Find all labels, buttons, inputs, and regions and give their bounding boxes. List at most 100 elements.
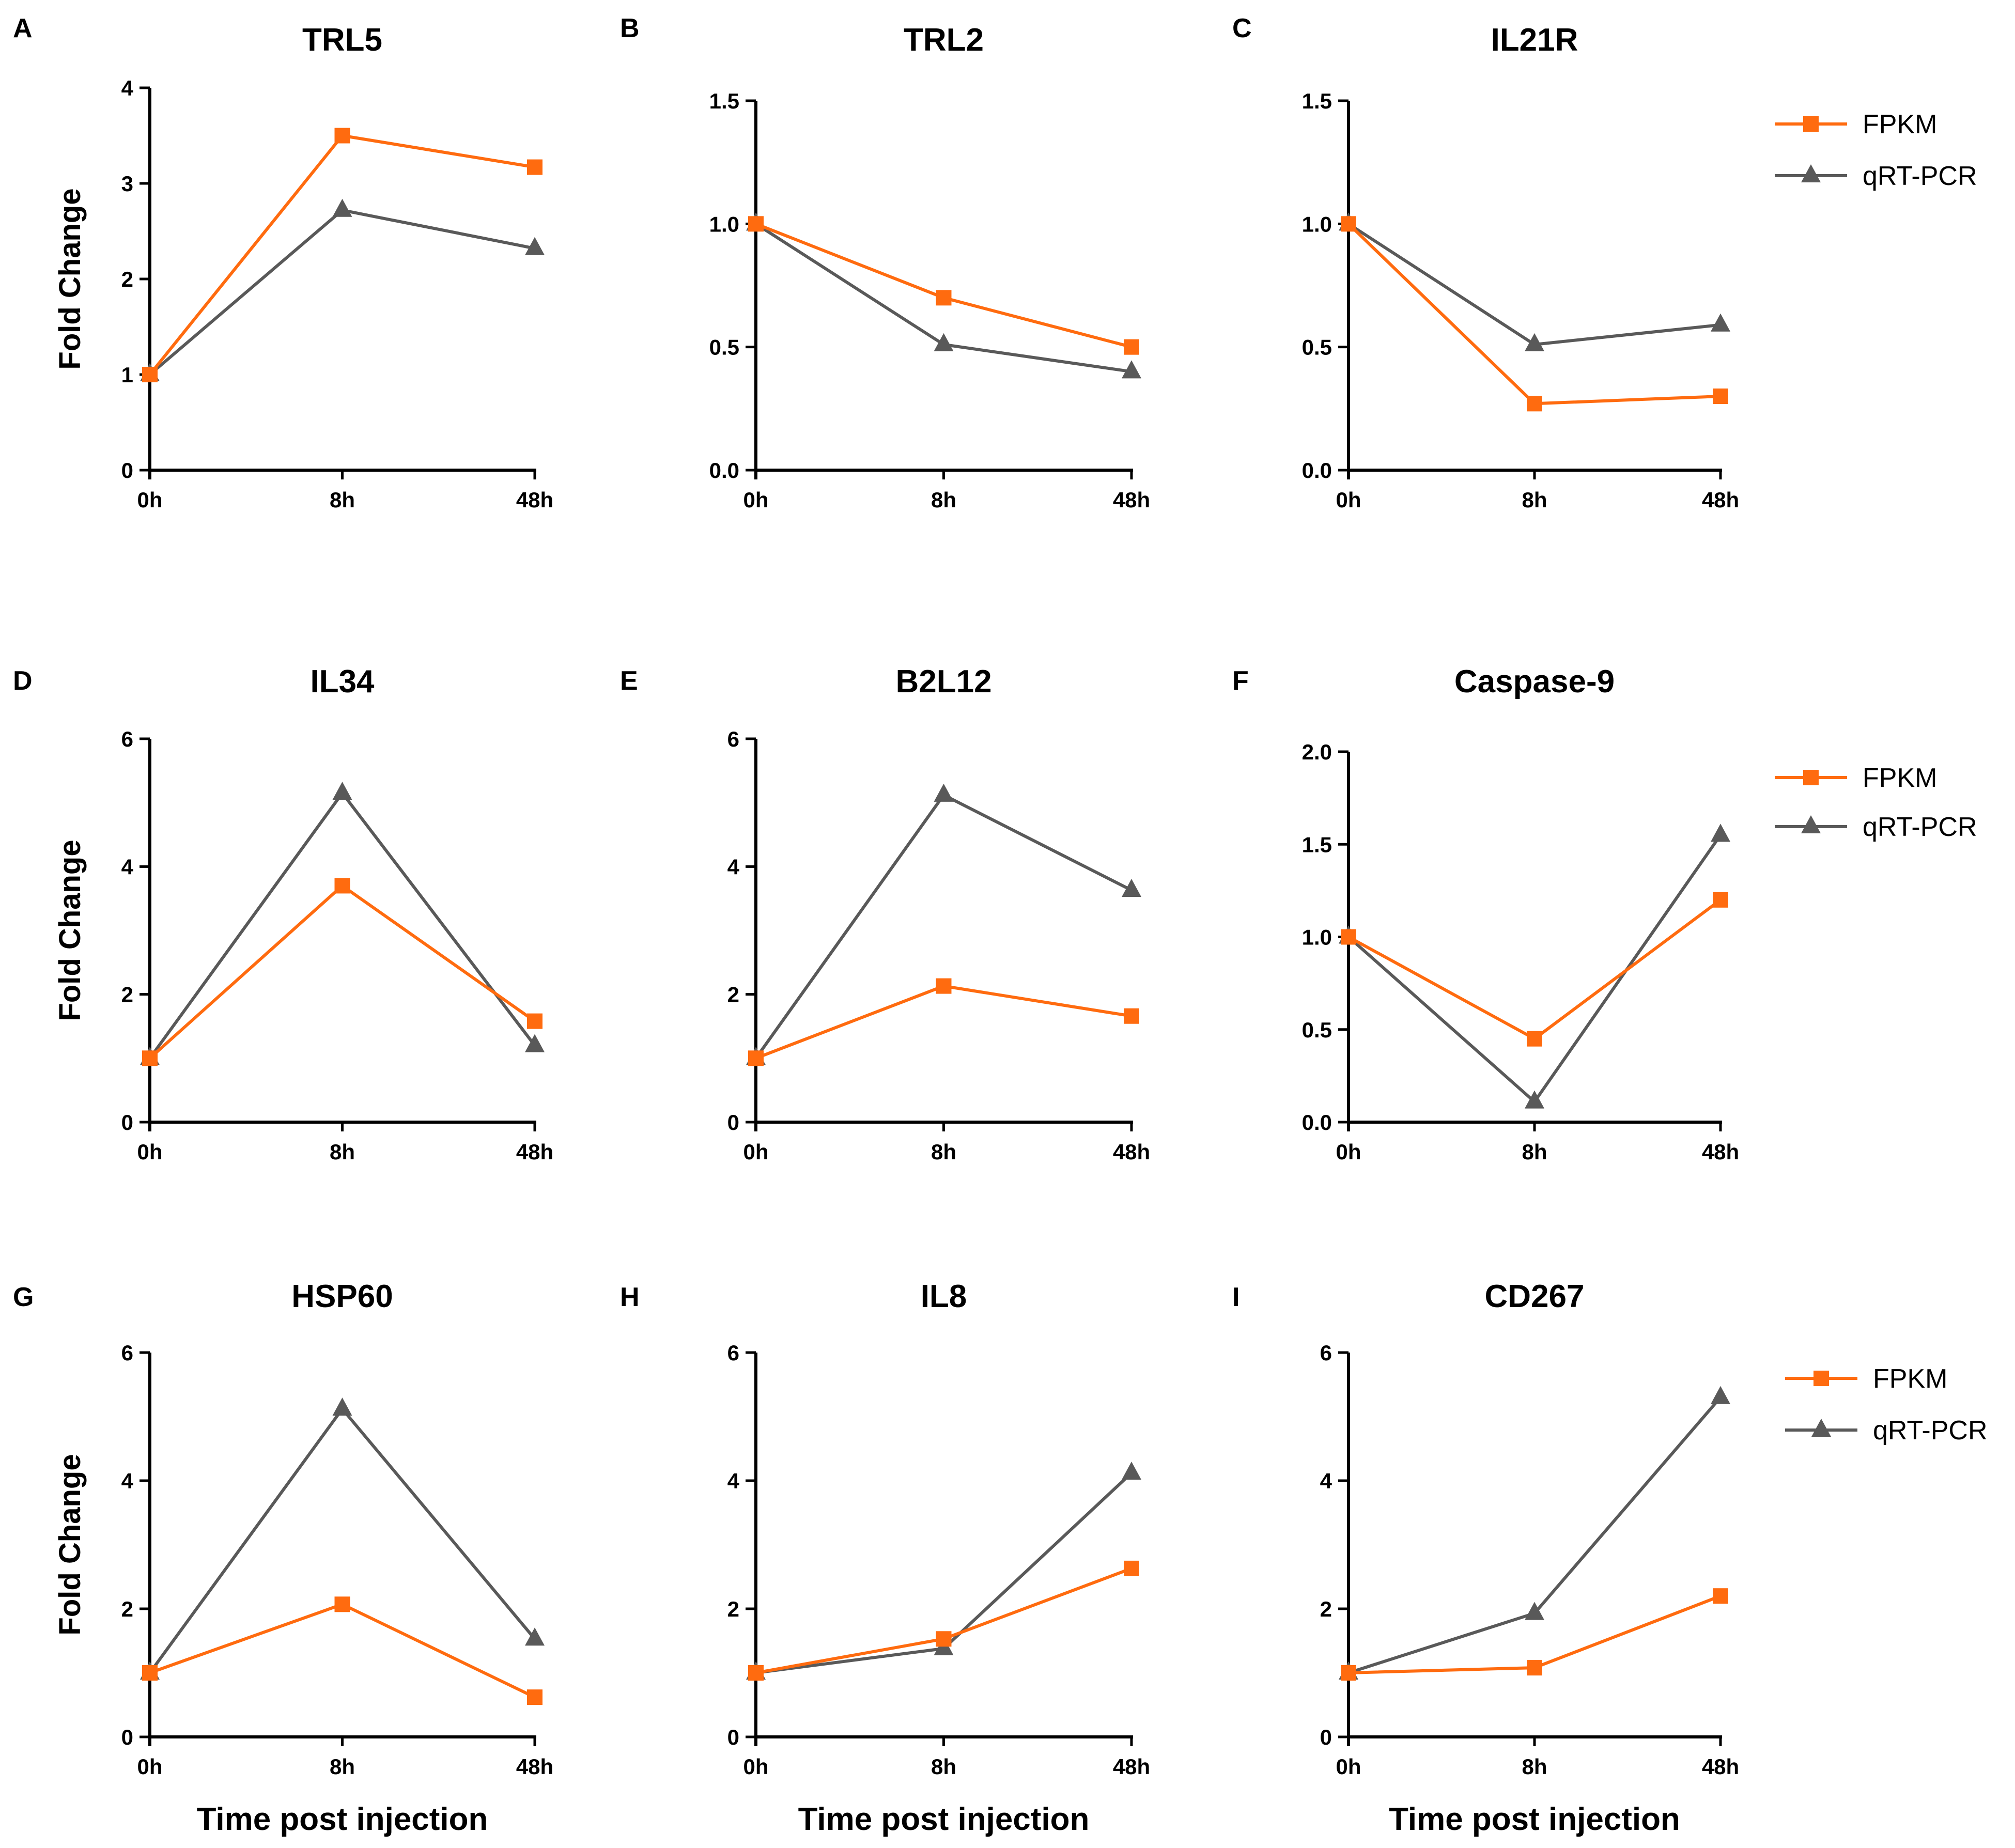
data-point-fpkm — [1713, 389, 1728, 404]
x-tick-label: 48h — [516, 1754, 553, 1779]
data-point-qrt-pcr — [525, 1034, 545, 1052]
panel-g: G HSP60 0 2 4 6 0h 8h 48h Fold Change Time post in… — [13, 1279, 553, 1837]
legend-marker-qrt-pcr — [1811, 1419, 1831, 1437]
panel-letter: G — [13, 1282, 34, 1312]
y-axis-label: Fold Change — [53, 840, 87, 1021]
panel-letter: A — [13, 13, 33, 43]
x-tick-label: 0h — [743, 488, 768, 512]
y-tick-label: 6 — [727, 1341, 739, 1365]
x-axis-label: Time post injection — [197, 1802, 488, 1837]
data-point-qrt-pcr — [1122, 879, 1141, 897]
series-line-fpkm — [148, 134, 535, 376]
y-tick-label: 0 — [121, 1110, 133, 1135]
series-line-fpkm — [755, 222, 1132, 349]
y-tick-label: 1 — [121, 363, 133, 387]
panel-letter: E — [620, 666, 638, 696]
x-tick-label: 0h — [743, 1754, 768, 1779]
data-point-fpkm — [1341, 216, 1356, 232]
data-point-fpkm — [334, 878, 350, 894]
y-tick-label: 0 — [121, 458, 133, 483]
x-tick-label: 8h — [330, 488, 355, 512]
legend-marker-fpkm — [1803, 770, 1819, 785]
data-point-fpkm — [748, 216, 764, 232]
x-tick-label: 48h — [516, 1140, 553, 1164]
panel-letter: F — [1232, 666, 1249, 696]
data-point-fpkm — [748, 1050, 764, 1066]
data-point-fpkm — [936, 290, 952, 306]
x-axis-label: Time post injection — [1389, 1802, 1680, 1837]
panel-f: F Caspase-9 0.0 0.5 1.0 1.5 2.0 0h 8h 48h — [1232, 664, 1739, 1164]
data-point-qrt-pcr — [525, 237, 545, 255]
series-line-fpkm — [149, 1603, 536, 1699]
y-tick-label: 1.0 — [1302, 925, 1332, 950]
legend-label-fpkm: FPKM — [1873, 1364, 1947, 1394]
data-point-qrt-pcr — [1525, 333, 1544, 351]
y-tick-label: 2 — [1320, 1597, 1332, 1621]
y-tick-label: 1.5 — [709, 89, 739, 113]
legend-label-qrt-pcr: qRT-PCR — [1873, 1416, 1988, 1446]
data-point-fpkm — [936, 978, 952, 994]
panel-letter: H — [620, 1282, 640, 1312]
data-point-fpkm — [527, 1013, 542, 1029]
chart-title: HSP60 — [291, 1279, 393, 1314]
data-point-qrt-pcr — [332, 198, 352, 217]
legend-marker-fpkm — [1814, 1371, 1829, 1386]
chart-title: IL8 — [921, 1279, 967, 1314]
y-tick-label: 0 — [727, 1725, 739, 1749]
x-tick-label: 0h — [137, 488, 162, 512]
series-line-fpkm — [755, 984, 1132, 1060]
x-tick-label: 48h — [1702, 1754, 1739, 1779]
x-tick-label: 48h — [1113, 488, 1150, 512]
series-line-fpkm — [1347, 223, 1721, 406]
data-point-qrt-pcr — [1122, 1462, 1141, 1480]
data-point-qrt-pcr — [525, 1627, 545, 1646]
chart-title: B2L12 — [895, 664, 991, 700]
data-point-qrt-pcr — [332, 1397, 352, 1416]
panel-h: H IL8 0 2 4 6 0h 8h 48h Time post injection — [620, 1279, 1150, 1837]
y-tick-label: 6 — [121, 727, 133, 751]
y-tick-label: 0.0 — [1302, 458, 1332, 483]
x-tick-label: 0h — [743, 1140, 768, 1164]
panel-b: B TRL2 0.0 0.5 1.0 1.5 0h 8h 48h — [620, 13, 1150, 512]
legend-marker-qrt-pcr — [1801, 815, 1821, 833]
x-tick-label: 0h — [137, 1754, 162, 1779]
data-point-fpkm — [1713, 892, 1728, 908]
y-tick-label: 0 — [727, 1110, 739, 1135]
data-point-fpkm — [1124, 1560, 1139, 1576]
data-point-fpkm — [1527, 1660, 1542, 1676]
y-tick-label: 0 — [121, 1725, 133, 1749]
data-point-fpkm — [142, 1050, 158, 1066]
legend-label-qrt-pcr: qRT-PCR — [1863, 812, 1977, 842]
y-tick-label: 1.0 — [1302, 212, 1332, 236]
y-tick-label: 0.5 — [709, 335, 739, 360]
y-tick-label: 6 — [121, 1341, 133, 1365]
legend: FPKM qRT-PCR — [1785, 1364, 1988, 1446]
panel-c: C IL21R 0.0 0.5 1.0 1.5 0h 8h 48h — [1232, 13, 1739, 512]
series-line-qrt-pcr — [754, 793, 1133, 1060]
data-point-qrt-pcr — [1122, 360, 1141, 379]
y-tick-label: 1.5 — [1302, 832, 1332, 857]
series-line-qrt-pcr — [148, 791, 536, 1060]
data-point-fpkm — [527, 1689, 542, 1705]
panel-e: E B2L12 0 2 4 6 0h 8h 48h — [620, 664, 1150, 1164]
chart-title: IL21R — [1491, 22, 1578, 58]
chart-title: CD267 — [1485, 1279, 1585, 1314]
panel-i: I CD267 0 2 4 6 0h 8h 48h Time post injection — [1232, 1279, 1739, 1837]
data-point-fpkm — [334, 1596, 350, 1612]
y-tick-label: 4 — [121, 855, 134, 879]
data-point-fpkm — [936, 1631, 952, 1647]
x-axis-label: Time post injection — [798, 1802, 1090, 1837]
panel-letter: C — [1232, 13, 1252, 43]
x-tick-label: 8h — [1522, 1140, 1547, 1164]
y-tick-label: 3 — [121, 172, 133, 196]
panel-d: D IL34 0 2 4 6 0h 8h 48h Fold Change — [13, 664, 553, 1164]
series-line-qrt-pcr — [1348, 1396, 1722, 1674]
x-tick-label: 0h — [1336, 1140, 1361, 1164]
y-axis-label: Fold Change — [53, 1454, 87, 1635]
data-point-fpkm — [142, 1665, 158, 1681]
x-tick-label: 48h — [1113, 1754, 1150, 1779]
panel-letter: D — [13, 666, 33, 696]
data-point-qrt-pcr — [1711, 1386, 1730, 1404]
x-tick-label: 8h — [1522, 488, 1547, 512]
data-point-fpkm — [748, 1665, 764, 1681]
